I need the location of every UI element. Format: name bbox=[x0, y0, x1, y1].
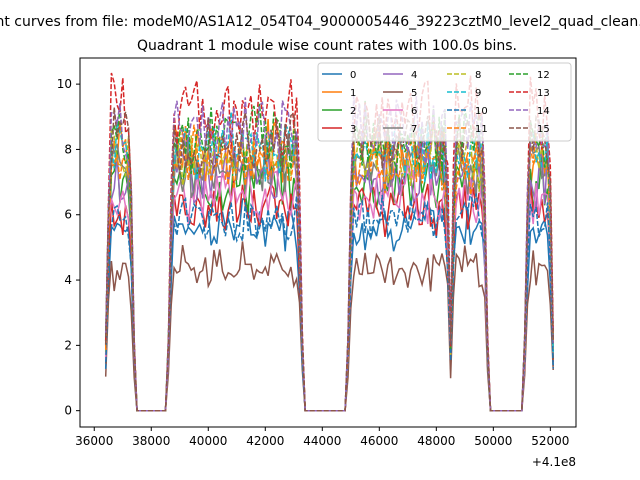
x-tick-label: 52000 bbox=[531, 434, 569, 448]
x-tick-label: 44000 bbox=[303, 434, 341, 448]
y-tick-label: 0 bbox=[64, 404, 72, 418]
legend-label-5: 5 bbox=[411, 88, 417, 99]
axes-title: Quadrant 1 module wise count rates with … bbox=[137, 38, 517, 54]
legend-label-13: 13 bbox=[537, 88, 550, 99]
legend-label-11: 11 bbox=[475, 124, 488, 135]
series-line-15 bbox=[104, 107, 554, 412]
y-tick-label: 2 bbox=[64, 338, 72, 352]
legend-label-7: 7 bbox=[411, 124, 417, 135]
x-tick-label: 46000 bbox=[360, 434, 398, 448]
y-tick-label: 8 bbox=[64, 142, 72, 156]
legend-label-3: 3 bbox=[350, 124, 356, 135]
y-tick-label: 10 bbox=[57, 77, 72, 91]
y-tick-label: 4 bbox=[64, 273, 72, 287]
x-tick-label: 50000 bbox=[474, 434, 512, 448]
y-axis: 0 2 4 6 8 10 bbox=[57, 77, 80, 418]
x-tick-label: 48000 bbox=[417, 434, 455, 448]
legend-label-0: 0 bbox=[350, 70, 356, 81]
legend-label-2: 2 bbox=[350, 106, 356, 117]
legend-label-1: 1 bbox=[350, 88, 356, 99]
legend-label-6: 6 bbox=[411, 106, 417, 117]
legend-label-15: 15 bbox=[537, 124, 550, 135]
x-offset-label: +4.1e8 bbox=[532, 455, 576, 469]
y-tick-label: 6 bbox=[64, 208, 72, 222]
legend-label-12: 12 bbox=[537, 70, 550, 81]
x-tick-label: 38000 bbox=[132, 434, 170, 448]
legend-label-9: 9 bbox=[475, 88, 481, 99]
legend-label-8: 8 bbox=[475, 70, 481, 81]
series-line-11 bbox=[104, 124, 554, 412]
axes-frame bbox=[79, 57, 577, 428]
legend-label-14: 14 bbox=[537, 106, 550, 117]
x-tick-label: 36000 bbox=[75, 434, 113, 448]
x-tick-label: 42000 bbox=[246, 434, 284, 448]
figure-suptitle: Light curves from file: modeM0/AS1A12_05… bbox=[0, 14, 640, 30]
legend-frame bbox=[317, 62, 572, 142]
legend-label-10: 10 bbox=[475, 106, 488, 117]
legend-label-4: 4 bbox=[411, 70, 417, 81]
x-axis: 36000 38000 40000 42000 44000 46000 48000 50000… bbox=[75, 427, 569, 448]
x-tick-label: 40000 bbox=[189, 434, 227, 448]
